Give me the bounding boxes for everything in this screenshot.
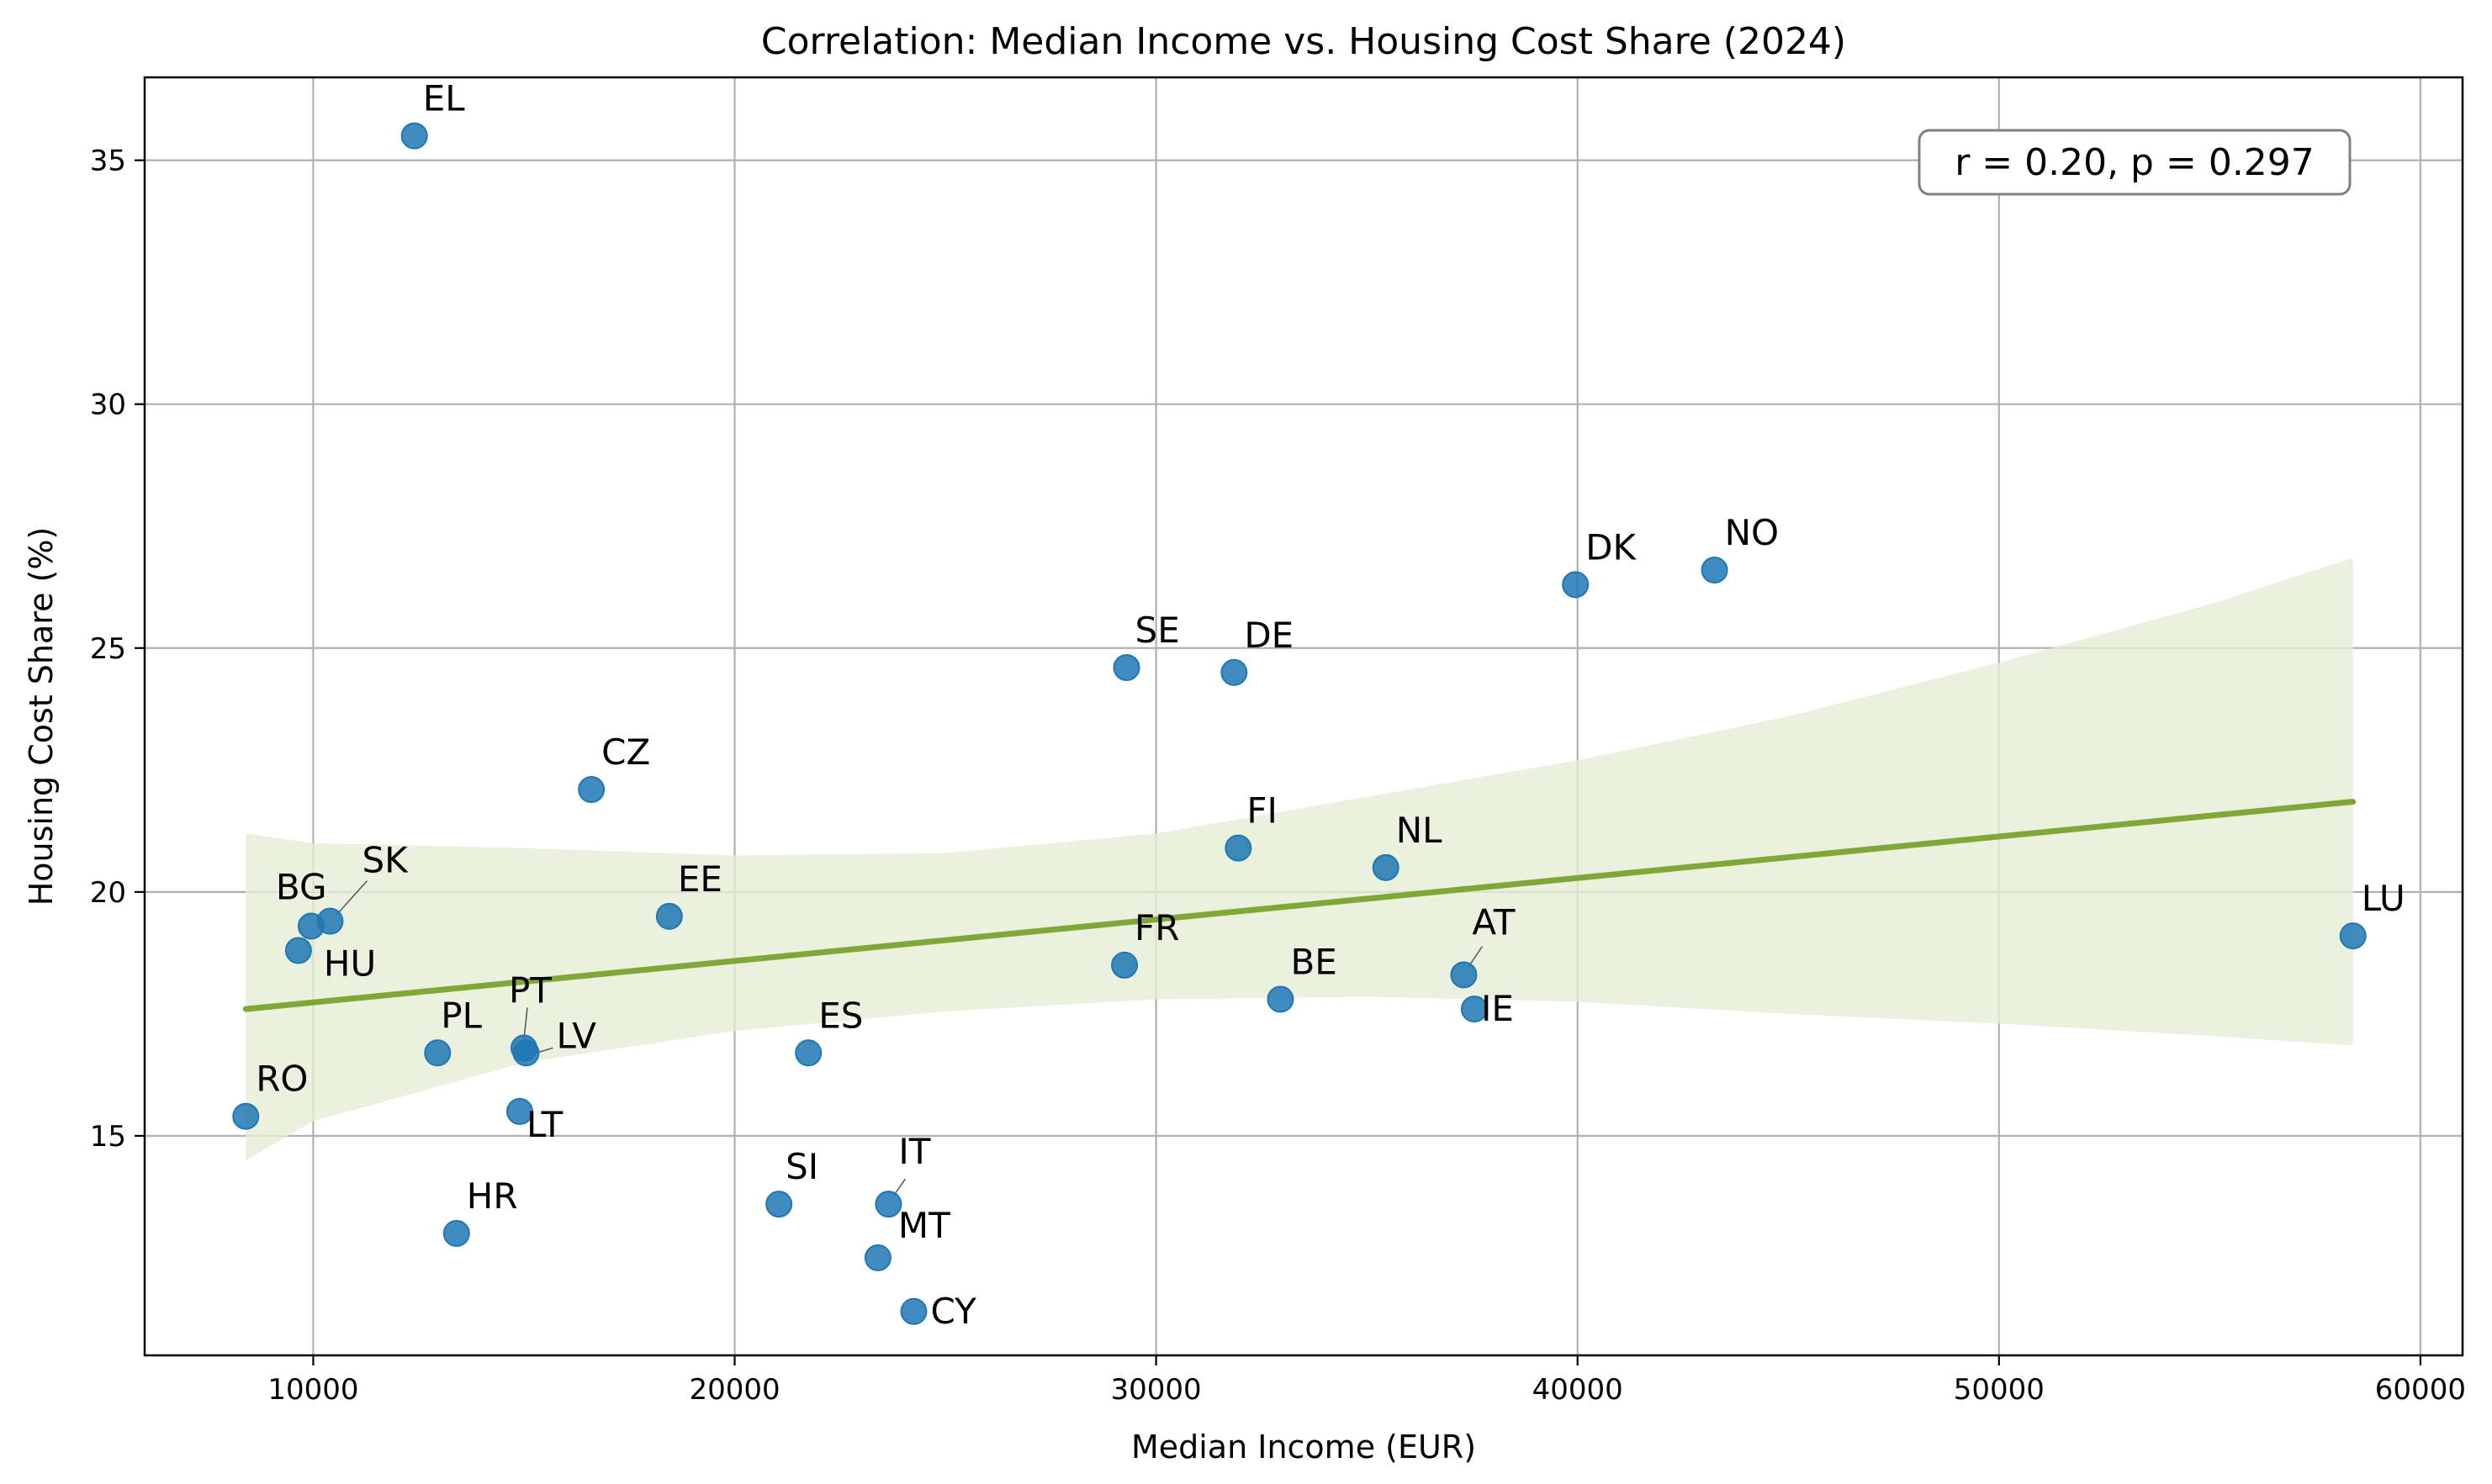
x-tick-label: 50000 [1954, 1373, 2045, 1407]
x-tick-label: 10000 [267, 1373, 358, 1407]
annotation-box [1918, 129, 2352, 196]
point-no [1701, 556, 1728, 584]
point-label-bg: BG [276, 866, 327, 907]
annotation-text: r = 0.20, p = 0.297 [1955, 141, 2315, 184]
point-cy [900, 1297, 928, 1325]
label-leader-at [1468, 946, 1484, 967]
point-mt [864, 1244, 892, 1271]
point-hr [442, 1219, 470, 1247]
point-el [400, 122, 428, 150]
point-it [875, 1191, 902, 1218]
x-axis-label: Median Income (EUR) [1131, 1429, 1476, 1466]
point-label-hu: HU [324, 943, 376, 984]
point-label-dk: DK [1585, 526, 1637, 568]
x-tick-label: 60000 [2375, 1373, 2466, 1407]
y-tick-label: 15 [90, 1120, 126, 1154]
y-axis-label: Housing Cost Share (%) [23, 527, 60, 906]
x-tick-label: 40000 [1532, 1373, 1623, 1407]
point-label-es: ES [818, 995, 863, 1036]
point-label-si: SI [786, 1146, 818, 1187]
point-label-pl: PL [441, 995, 482, 1036]
point-lv [512, 1039, 540, 1067]
point-nl [1372, 853, 1399, 881]
point-label-lu: LU [2362, 878, 2405, 919]
point-ee [655, 902, 683, 930]
point-se [1113, 653, 1140, 681]
point-de [1220, 658, 1248, 686]
point-label-be: BE [1290, 941, 1336, 982]
point-label-lv: LV [556, 1015, 596, 1056]
point-es [795, 1039, 823, 1067]
point-label-hr: HR [467, 1175, 518, 1217]
point-label-el: EL [423, 78, 466, 119]
confidence-band-layer [246, 557, 2353, 1160]
confidence-band [246, 557, 2353, 1160]
point-label-se: SE [1135, 610, 1180, 651]
x-tick-label: 20000 [689, 1373, 780, 1407]
point-label-ie: IE [1481, 988, 1514, 1029]
point-bg [297, 912, 325, 940]
point-be [1267, 985, 1294, 1013]
point-hu [284, 937, 312, 964]
y-tick-label: 20 [90, 876, 126, 910]
point-label-ro: RO [256, 1059, 308, 1100]
label-leader-pt [523, 1007, 528, 1040]
trend-line [242, 799, 2357, 1012]
y-tick-label: 35 [90, 145, 126, 178]
point-label-pt: PT [509, 970, 552, 1011]
chart-title: Correlation: Median Income vs. Housing C… [761, 20, 1846, 63]
point-at [1450, 961, 1478, 989]
point-label-de: DE [1244, 615, 1294, 656]
point-label-no: NO [1725, 512, 1779, 553]
point-pl [424, 1039, 452, 1067]
point-label-ee: EE [678, 858, 722, 900]
point-label-fi: FI [1246, 790, 1278, 832]
point-label-cz: CZ [601, 731, 650, 773]
point-label-nl: NL [1396, 810, 1442, 851]
trend-line-layer [242, 799, 2357, 1012]
point-cz [578, 776, 606, 804]
point-fi [1225, 834, 1252, 862]
point-label-fr: FR [1135, 907, 1179, 948]
point-ro [232, 1102, 260, 1130]
point-ie [1460, 995, 1488, 1023]
point-lu [2339, 922, 2367, 950]
point-dk [1562, 571, 1590, 599]
points [232, 122, 2367, 1325]
point-lt [505, 1097, 533, 1125]
point-si [765, 1191, 793, 1218]
x-tick-label: 30000 [1111, 1373, 1202, 1407]
y-tick-label: 30 [90, 388, 126, 422]
correlation-annotation: r = 0.20, p = 0.297 [1918, 129, 2352, 196]
point-fr [1111, 951, 1139, 979]
point-label-it: IT [898, 1131, 930, 1172]
point-label-cy: CY [930, 1291, 976, 1332]
label-leader-sk [336, 880, 368, 916]
point-label-sk: SK [362, 840, 409, 881]
ticks: 10000 20000 30000 40000 50000 60000 15 20 25 30 35 [90, 145, 2466, 1407]
y-tick-label: 25 [90, 632, 126, 666]
plot-frame [143, 76, 2464, 1357]
point-label-lt: LT [526, 1104, 563, 1145]
point-label-at: AT [1472, 901, 1515, 943]
point-label-mt: MT [898, 1205, 950, 1246]
